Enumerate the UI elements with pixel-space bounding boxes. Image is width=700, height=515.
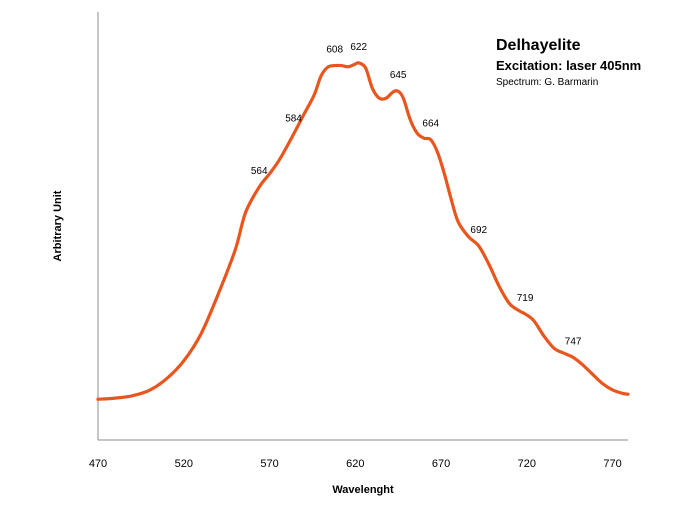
axes (97, 12, 628, 441)
x-tick-label: 620 (346, 458, 364, 470)
x-axis-title: Wavelenght (332, 484, 394, 496)
x-tick-label: 470 (89, 458, 107, 470)
chart-credit: Spectrum: G. Barmarin (496, 77, 598, 88)
peak-label: 564 (251, 166, 268, 177)
peak-label: 692 (470, 225, 487, 236)
chart-title: Delhayelite (496, 37, 581, 54)
peak-label: 664 (422, 119, 439, 130)
x-tick-labels: 470 520 570 620 670 720 770 (89, 458, 622, 470)
chart-subtitle: Excitation: laser 405nm (496, 58, 641, 73)
peak-label: 645 (390, 70, 407, 81)
peak-labels: 564 584 608 622 645 664 692 719 747 (251, 42, 582, 347)
x-tick-label: 720 (518, 458, 536, 470)
peak-label: 622 (350, 42, 367, 53)
peak-label: 719 (517, 293, 534, 304)
x-tick-label: 570 (260, 458, 278, 470)
peak-label: 747 (565, 336, 582, 347)
series-line (96, 61, 630, 401)
x-tick-label: 670 (432, 458, 450, 470)
x-tick-label: 770 (603, 458, 621, 470)
y-axis-title: Arbitrary Unit (52, 190, 64, 261)
peak-label: 584 (285, 113, 302, 124)
peak-label: 608 (326, 45, 343, 56)
x-tick-label: 520 (175, 458, 193, 470)
